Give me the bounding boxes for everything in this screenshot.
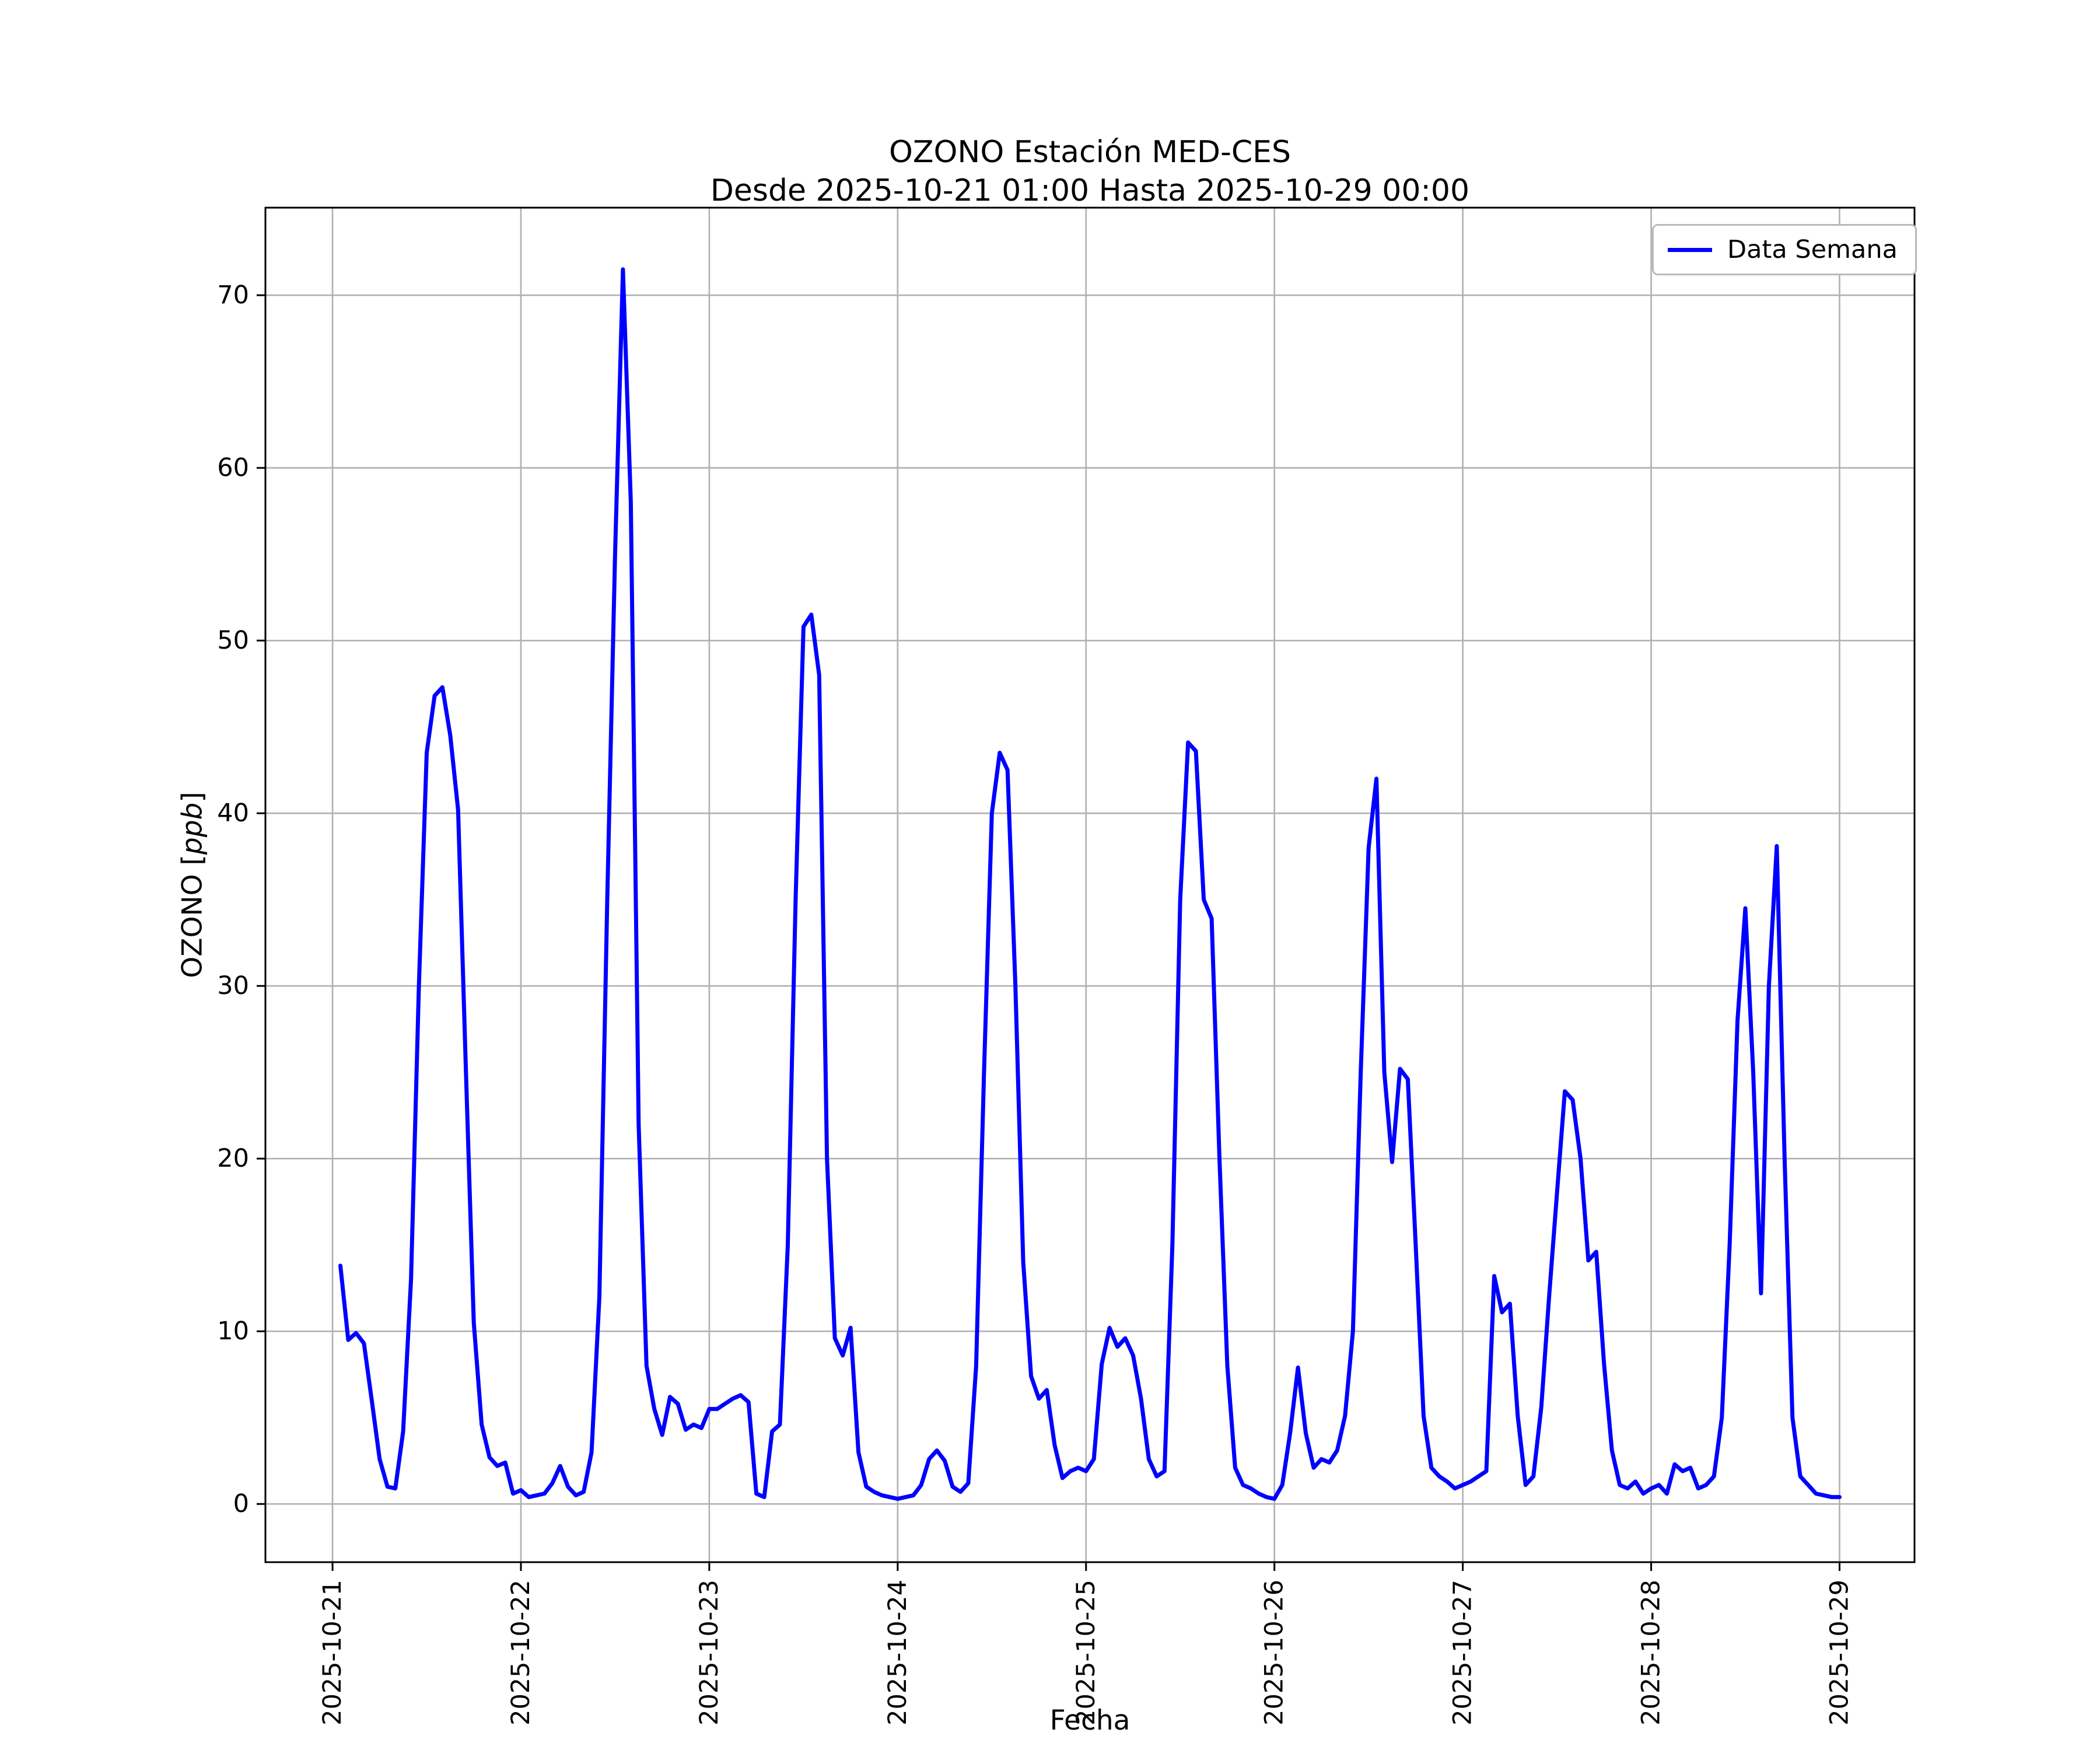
legend-label: Data Semana [1727, 235, 1898, 264]
chart-title: OZONO Estación MED-CES Desde 2025-10-21 … [265, 133, 1915, 210]
x-tick-label: 2025-10-24 [883, 1580, 912, 1726]
legend-line-sample [1668, 247, 1712, 252]
y-axis-label-unit: ppb [176, 802, 209, 855]
x-tick-label: 2025-10-26 [1260, 1580, 1289, 1726]
chart-title-line1: OZONO Estación MED-CES [888, 135, 1292, 170]
legend: Data Semana [1652, 224, 1917, 275]
x-tick-label: 2025-10-29 [1825, 1580, 1854, 1726]
y-tick-label: 20 [217, 1144, 249, 1173]
x-tick-label: 2025-10-27 [1448, 1580, 1478, 1726]
x-tick-label: 2025-10-22 [506, 1580, 536, 1726]
chart-title-line2: Desde 2025-10-21 01:00 Hasta 2025-10-29 … [710, 173, 1470, 208]
y-tick-label: 0 [233, 1489, 249, 1518]
x-tick-label: 2025-10-25 [1072, 1580, 1101, 1726]
x-axis-label: Fecha [1049, 1704, 1130, 1737]
x-tick-label: 2025-10-23 [695, 1580, 724, 1726]
y-tick-label: 70 [217, 281, 249, 310]
x-tick-label: 2025-10-21 [318, 1580, 347, 1726]
y-tick-label: 30 [217, 971, 249, 1000]
y-tick-label: 60 [217, 453, 249, 482]
y-tick-label: 40 [217, 799, 249, 828]
y-tick-label: 10 [217, 1317, 249, 1346]
x-tick-label: 2025-10-28 [1637, 1580, 1666, 1726]
y-axis-label-prefix: OZONO [ [176, 855, 209, 978]
axes-frame [264, 206, 1916, 1563]
y-axis-label-suffix: ] [176, 792, 209, 803]
y-axis-label: OZONO [ppb] [177, 792, 209, 978]
y-tick-label: 50 [217, 626, 249, 655]
ozone-data-line [338, 267, 1842, 1501]
